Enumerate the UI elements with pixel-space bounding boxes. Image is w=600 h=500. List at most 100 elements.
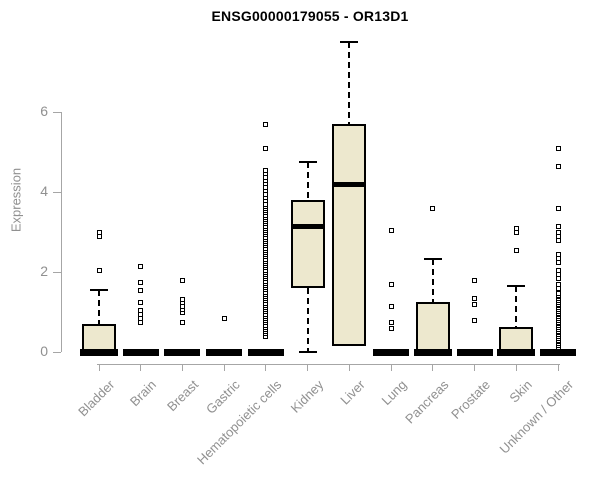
x-tick-label: Bladder xyxy=(75,377,118,420)
outlier-point xyxy=(388,281,394,287)
outlier-point xyxy=(138,263,144,269)
outlier-point xyxy=(513,230,519,236)
y-tick-label: 0 xyxy=(40,343,48,359)
zero-bar xyxy=(456,348,493,356)
upper-whisker xyxy=(348,42,351,124)
outlier-point xyxy=(472,301,478,307)
zero-bar xyxy=(540,348,577,356)
x-tick-label: Skin xyxy=(506,377,535,406)
x-axis-tick xyxy=(140,364,142,371)
upper-whisker xyxy=(98,290,100,324)
zero-bar xyxy=(247,348,284,356)
x-axis-tick xyxy=(223,364,225,371)
upper-whisker xyxy=(431,258,434,302)
x-axis-tick xyxy=(181,364,183,371)
x-tick-label: Liver xyxy=(337,377,368,408)
x-axis-tick xyxy=(557,364,559,371)
outlier-point xyxy=(179,278,185,284)
box xyxy=(415,302,450,352)
median-line xyxy=(332,181,367,187)
upper-whisker-cap xyxy=(340,41,359,43)
outlier-point xyxy=(138,287,144,293)
outlier-point xyxy=(388,325,394,331)
upper-whisker-cap xyxy=(423,257,442,260)
outlier-point xyxy=(96,267,102,273)
box xyxy=(332,124,367,346)
x-axis-tick xyxy=(265,364,267,371)
outlier-point xyxy=(96,234,102,240)
outlier-point xyxy=(430,205,436,211)
median-line xyxy=(497,348,536,356)
y-axis-tick xyxy=(53,351,61,353)
outlier-point xyxy=(179,320,185,326)
x-axis-tick xyxy=(432,364,434,371)
x-tick-label: Lung xyxy=(378,377,410,409)
zero-bar xyxy=(164,348,201,356)
outlier-point xyxy=(388,304,394,310)
median-line xyxy=(80,348,118,356)
outlier-point xyxy=(555,290,561,296)
outlier-point xyxy=(555,224,561,230)
y-axis-line xyxy=(61,112,62,352)
x-axis-tick xyxy=(98,364,100,371)
x-tick-label: Kidney xyxy=(287,377,327,416)
outlier-point xyxy=(555,164,561,170)
outlier-point xyxy=(263,167,269,173)
x-axis-tick xyxy=(474,364,476,371)
y-axis-tick xyxy=(53,111,61,113)
upper-whisker-cap xyxy=(507,285,526,287)
outlier-point xyxy=(388,228,394,234)
outlier-point xyxy=(555,267,561,273)
y-tick-label: 4 xyxy=(40,183,48,199)
outlier-point xyxy=(555,229,561,235)
outlier-point xyxy=(179,296,185,302)
upper-whisker xyxy=(306,162,309,200)
outlier-point xyxy=(138,320,144,326)
zero-bar xyxy=(373,348,410,356)
outlier-point xyxy=(513,247,519,253)
outlier-point xyxy=(138,299,144,305)
x-tick-label: Gastric xyxy=(203,377,243,417)
y-axis-tick xyxy=(53,191,61,193)
outlier-point xyxy=(555,146,561,152)
x-tick-label: Prostate xyxy=(448,377,494,422)
outlier-point xyxy=(472,277,478,283)
x-tick-label: Brain xyxy=(127,377,160,410)
outlier-point xyxy=(472,317,478,323)
x-tick-label: Breast xyxy=(163,377,202,415)
outlier-point xyxy=(555,281,561,287)
chart-title: ENSG00000179055 - OR13D1 xyxy=(211,8,409,24)
x-tick-label: Unknown / Other xyxy=(497,377,577,457)
zero-bar xyxy=(122,348,159,356)
x-axis-line xyxy=(97,364,561,365)
x-axis-tick xyxy=(307,364,309,371)
y-axis-tick xyxy=(53,271,61,273)
zero-bar xyxy=(206,348,243,356)
outlier-point xyxy=(555,252,561,258)
outlier-point xyxy=(388,319,394,325)
x-axis-tick xyxy=(390,364,392,371)
y-tick-label: 2 xyxy=(40,263,48,279)
outlier-point xyxy=(555,206,561,212)
median-line xyxy=(290,223,325,229)
upper-whisker-cap xyxy=(298,161,317,163)
upper-whisker xyxy=(515,286,518,327)
outlier-point xyxy=(263,121,269,127)
outlier-point xyxy=(96,229,102,235)
outlier-point xyxy=(263,145,269,151)
x-axis-tick xyxy=(515,364,517,371)
lower-whisker-cap xyxy=(298,351,317,353)
box xyxy=(290,200,325,288)
outlier-point xyxy=(221,315,227,321)
upper-whisker-cap xyxy=(90,289,108,291)
x-tick-label: Pancreas xyxy=(402,377,452,427)
outlier-point xyxy=(138,279,144,285)
median-line xyxy=(413,348,452,356)
outlier-point xyxy=(138,307,144,313)
x-axis-tick xyxy=(348,364,350,371)
outlier-point xyxy=(513,225,519,231)
outlier-point xyxy=(472,295,478,301)
y-tick-label: 6 xyxy=(40,103,48,119)
